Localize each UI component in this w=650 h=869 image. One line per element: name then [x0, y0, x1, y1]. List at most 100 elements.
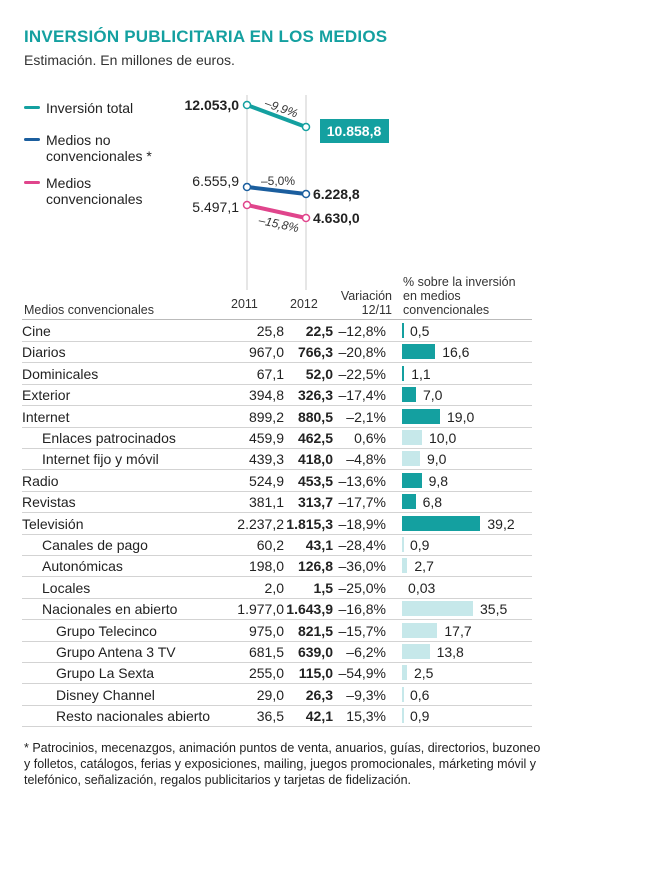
value-2011: 381,1 [248, 494, 284, 511]
share-bar [402, 430, 422, 445]
variation: –28,4% [338, 537, 386, 553]
value-2011: 459,9 [248, 430, 284, 446]
share-label: 0,9 [410, 708, 430, 725]
row-label: Revistas [22, 494, 76, 511]
share-label: 16,6 [442, 344, 470, 361]
legend-label-no-conv-1: Medios no [46, 132, 111, 148]
variation: 15,3% [346, 708, 386, 725]
value-2012: 42,1 [305, 708, 333, 725]
row-label: Enlaces patrocinados [42, 430, 176, 446]
value-2011: 25,8 [256, 323, 284, 339]
share-label: 0,9 [410, 537, 430, 553]
variation: –36,0% [338, 558, 386, 575]
value-2011: 899,2 [248, 408, 284, 425]
share-label: 9,8 [428, 472, 449, 489]
legend-label-total: Inversión total [46, 100, 134, 116]
footnote: * Patrocinios, mecenazgos, animación pun… [24, 741, 541, 787]
slope-point-conv-2012 [301, 213, 311, 223]
value-2012: 766,3 [297, 344, 333, 361]
row-label: Autonómicas [42, 558, 123, 575]
variation: –9,3% [346, 686, 386, 703]
share-label: 6,8 [422, 494, 443, 511]
table-row: Disney Channel 29,0 26,3 –9,3% 0,6 [22, 684, 532, 706]
slope-point-no-conv-2012 [301, 189, 311, 199]
value-2012: 418,0 [297, 451, 333, 468]
share-bar [402, 601, 473, 617]
slope-label-no-conv-2011: 6.555,9 [192, 173, 239, 189]
slope-line-conv [245, 203, 308, 220]
table-row: Nacionales en abierto 1.977,0 1.643,9 –16,8… [22, 598, 532, 621]
row-label: Disney Channel [56, 686, 155, 703]
share-label: 9,0 [427, 451, 447, 468]
share-bar [402, 558, 408, 574]
slope-point-conv-2011 [242, 200, 252, 210]
share-bar [402, 665, 407, 681]
share-label: 13,8 [436, 644, 464, 660]
slope-point-total-2012 [301, 122, 311, 132]
value-2012: 43,1 [305, 537, 333, 553]
table-row: Exterior 394,8 326,3 –17,4% 7,0 [22, 384, 532, 407]
value-2012: 821,5 [297, 622, 333, 639]
value-2011: 29,0 [256, 686, 284, 703]
value-2011: 975,0 [248, 622, 284, 639]
legend-label-conv-2: convencionales [46, 191, 143, 207]
slope-label-total-2011: 12.053,0 [185, 97, 240, 113]
row-label: Grupo Antena 3 TV [56, 644, 176, 660]
value-2011: 681,5 [248, 644, 284, 660]
table-row: Enlaces patrocinados 459,9 462,5 0,6% 10,0 [22, 427, 532, 449]
chart-subtitle: Estimación. En millones de euros. [24, 52, 235, 68]
table-header-2011: 2011 [231, 297, 258, 311]
table-header-share-2: en medios [403, 289, 461, 303]
table-row: Televisión 2.237,2 1.815,3 –18,9% 39,2 [22, 513, 532, 535]
share-label: 2,5 [414, 665, 434, 682]
share-bar [402, 472, 422, 488]
share-bar [402, 408, 440, 424]
chart-title: INVERSIÓN PUBLICITARIA EN LOS MEDIOS [24, 27, 388, 46]
value-2012: 52,0 [305, 365, 333, 382]
share-bar [402, 494, 416, 510]
table-header-name: Medios convencionales [24, 303, 154, 317]
value-2011: 67,1 [256, 365, 284, 382]
share-bar [402, 365, 405, 381]
legend-item-no-conv: Medios no convencionales * [24, 132, 152, 164]
value-2011: 255,0 [248, 665, 284, 682]
variation: –17,7% [338, 494, 386, 511]
table-row: Internet 899,2 880,5 –2,1% 19,0 [22, 406, 532, 428]
value-2012: 1.643,9 [286, 601, 333, 618]
slope-label-total-2012-box [320, 119, 389, 143]
row-label: Internet [22, 408, 70, 425]
value-2012: 462,5 [297, 430, 333, 446]
legend-swatch-conv [24, 180, 40, 184]
share-bar [402, 387, 416, 403]
slope-label-conv-2011: 5.497,1 [192, 199, 239, 215]
share-bar [402, 515, 481, 531]
legend-swatch-total [24, 105, 40, 109]
share-bar [402, 537, 404, 552]
value-2012: 326,3 [297, 387, 333, 404]
row-label: Grupo Telecinco [56, 622, 157, 639]
slope-chart: 12.053,0 –9,9% 10.858,8 6.555,9 –5,0% 6.… [185, 95, 389, 290]
share-label: 19,0 [447, 408, 475, 425]
value-2012: 880,5 [297, 408, 333, 425]
share-bar [402, 323, 404, 338]
table-row: Dominicales 67,1 52,0 –22,5% 1,1 [22, 363, 532, 385]
value-2011: 36,5 [256, 708, 284, 725]
value-2012: 1,5 [313, 579, 333, 596]
variation: –13,6% [338, 472, 386, 489]
share-bar [402, 644, 430, 659]
share-bar [402, 686, 404, 702]
table-row: Grupo Antena 3 TV 681,5 639,0 –6,2% 13,8 [22, 641, 532, 663]
value-2011: 394,8 [248, 387, 284, 404]
table-row: Autonómicas 198,0 126,8 –36,0% 2,7 [22, 555, 532, 578]
value-2011: 2,0 [264, 579, 284, 596]
value-2012: 22,5 [305, 323, 333, 339]
row-label: Exterior [22, 387, 71, 404]
share-bar [402, 622, 438, 638]
share-label: 10,0 [429, 430, 457, 446]
table-row: Grupo Telecinco 975,0 821,5 –15,7% 17,7 [22, 620, 532, 642]
share-label: 17,7 [444, 622, 472, 639]
row-label: Internet fijo y móvil [42, 451, 159, 468]
slope-line-no-conv [245, 185, 308, 196]
table-header-share-3: convencionales [403, 303, 490, 317]
slope-point-total-2011 [242, 100, 252, 110]
